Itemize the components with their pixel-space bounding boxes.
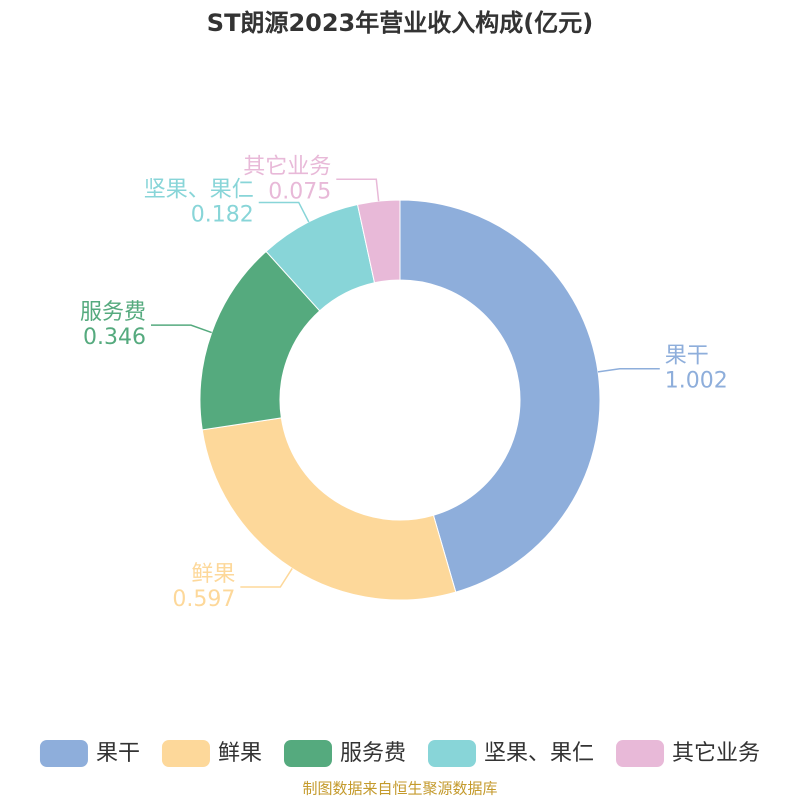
- chart-title: ST朗源2023年营业收入构成(亿元): [207, 9, 593, 37]
- leader-line: [150, 324, 212, 334]
- slice-label: 其它业务: [243, 154, 331, 179]
- leader-line: [336, 178, 380, 202]
- slice-label: 鲜果: [191, 562, 235, 587]
- donut-slice: [399, 199, 601, 593]
- legend-swatch: [39, 740, 88, 767]
- source-note: 制图数据来自恒生聚源数据库: [302, 780, 497, 798]
- slice-label: 服务费: [80, 300, 146, 325]
- legend-label: 服务费: [340, 741, 406, 766]
- slice-label: 坚果、果仁: [144, 177, 254, 202]
- donut-slice: [356, 199, 401, 284]
- legend-swatch: [428, 740, 477, 767]
- leader-line: [240, 568, 293, 588]
- slice-value: 0.182: [191, 202, 254, 227]
- legend-label: 果干: [96, 741, 140, 766]
- legend-swatch: [616, 740, 665, 767]
- leader-line: [597, 367, 660, 373]
- legend-swatch: [283, 740, 332, 767]
- slice-value: 0.346: [83, 325, 146, 350]
- slice-label: 果干: [665, 344, 709, 369]
- slice-value: 0.597: [172, 587, 235, 612]
- leader-line: [258, 201, 310, 223]
- legend-swatch: [161, 740, 210, 767]
- slice-value: 1.002: [665, 369, 728, 394]
- slice-value: 0.075: [268, 179, 331, 204]
- legend-label: 鲜果: [218, 741, 262, 766]
- donut-slice: [201, 417, 457, 601]
- legend-label: 其它业务: [672, 741, 760, 766]
- legend-label: 坚果、果仁: [484, 741, 594, 766]
